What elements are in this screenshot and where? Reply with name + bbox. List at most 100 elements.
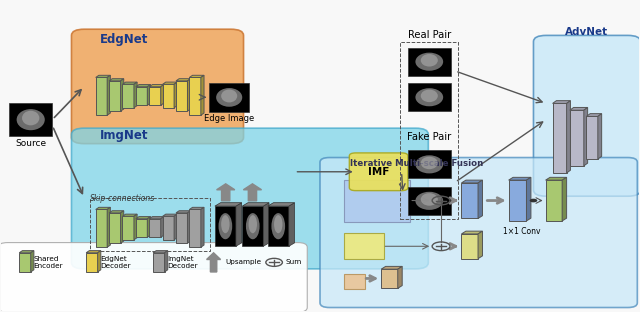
Polygon shape — [86, 251, 100, 253]
Polygon shape — [201, 207, 204, 247]
Polygon shape — [86, 253, 98, 272]
Polygon shape — [120, 79, 124, 111]
Ellipse shape — [420, 54, 438, 66]
Polygon shape — [566, 101, 570, 173]
FancyBboxPatch shape — [344, 274, 365, 289]
Ellipse shape — [271, 213, 285, 239]
Polygon shape — [478, 231, 483, 259]
Polygon shape — [176, 211, 191, 213]
Polygon shape — [461, 183, 478, 218]
Polygon shape — [188, 79, 191, 111]
Text: Skip-connections: Skip-connections — [90, 194, 155, 203]
Polygon shape — [161, 217, 164, 237]
Polygon shape — [122, 216, 134, 240]
Polygon shape — [109, 213, 120, 243]
Polygon shape — [174, 214, 177, 240]
Polygon shape — [381, 266, 402, 269]
Polygon shape — [19, 251, 34, 253]
FancyBboxPatch shape — [344, 179, 410, 222]
Polygon shape — [161, 85, 164, 105]
FancyBboxPatch shape — [209, 83, 249, 112]
Polygon shape — [461, 234, 478, 259]
Polygon shape — [397, 266, 402, 288]
FancyBboxPatch shape — [0, 243, 307, 312]
Polygon shape — [584, 107, 588, 166]
Ellipse shape — [420, 193, 438, 206]
FancyBboxPatch shape — [408, 150, 451, 178]
FancyBboxPatch shape — [9, 104, 52, 136]
Polygon shape — [570, 110, 584, 166]
Polygon shape — [174, 82, 177, 108]
Polygon shape — [134, 214, 137, 240]
Polygon shape — [149, 87, 161, 105]
Polygon shape — [176, 213, 188, 243]
FancyBboxPatch shape — [72, 29, 244, 144]
Text: EdgNet
Decoder: EdgNet Decoder — [100, 256, 131, 269]
FancyArrow shape — [216, 184, 235, 201]
FancyBboxPatch shape — [268, 206, 289, 246]
Polygon shape — [147, 85, 150, 105]
Polygon shape — [509, 177, 531, 180]
FancyBboxPatch shape — [534, 35, 640, 196]
Text: ImgNet: ImgNet — [100, 129, 148, 142]
Ellipse shape — [415, 155, 443, 173]
Polygon shape — [189, 75, 204, 77]
Text: Fake Pair: Fake Pair — [408, 132, 452, 142]
Text: AdvNet: AdvNet — [565, 27, 609, 37]
Polygon shape — [461, 231, 483, 234]
Polygon shape — [109, 211, 124, 213]
Polygon shape — [149, 217, 164, 219]
Polygon shape — [586, 114, 602, 116]
Polygon shape — [461, 180, 483, 183]
Ellipse shape — [22, 111, 40, 125]
Polygon shape — [134, 82, 137, 108]
FancyBboxPatch shape — [243, 206, 263, 246]
Text: IMF: IMF — [368, 167, 389, 177]
Polygon shape — [215, 203, 242, 206]
Polygon shape — [545, 177, 566, 180]
Polygon shape — [96, 209, 107, 247]
Ellipse shape — [17, 109, 45, 130]
Polygon shape — [96, 77, 107, 115]
Ellipse shape — [420, 90, 438, 102]
Polygon shape — [545, 180, 562, 221]
Polygon shape — [107, 207, 110, 247]
Polygon shape — [153, 251, 168, 253]
Polygon shape — [562, 177, 566, 221]
Text: Upsample: Upsample — [225, 259, 261, 266]
Polygon shape — [153, 253, 164, 272]
Circle shape — [530, 199, 538, 202]
FancyBboxPatch shape — [215, 206, 236, 246]
Text: Shared
Encoder: Shared Encoder — [33, 256, 63, 269]
FancyBboxPatch shape — [349, 153, 408, 191]
FancyBboxPatch shape — [320, 158, 637, 308]
Polygon shape — [189, 209, 201, 247]
Ellipse shape — [415, 192, 443, 210]
Polygon shape — [268, 203, 294, 206]
Polygon shape — [164, 251, 168, 272]
Polygon shape — [120, 211, 124, 243]
Polygon shape — [570, 107, 588, 110]
Polygon shape — [109, 81, 120, 111]
Polygon shape — [381, 269, 397, 288]
Text: Iterative Multi-scale Fusion: Iterative Multi-scale Fusion — [350, 159, 483, 168]
Text: Sum: Sum — [285, 259, 302, 266]
Polygon shape — [109, 79, 124, 81]
Polygon shape — [163, 82, 177, 84]
Polygon shape — [478, 180, 483, 218]
Polygon shape — [122, 84, 134, 108]
Ellipse shape — [221, 90, 237, 102]
Polygon shape — [176, 79, 191, 81]
Ellipse shape — [274, 215, 282, 233]
Polygon shape — [163, 214, 177, 216]
Polygon shape — [263, 203, 269, 246]
Polygon shape — [289, 203, 294, 246]
Polygon shape — [243, 203, 269, 206]
Polygon shape — [136, 87, 147, 105]
Polygon shape — [552, 104, 566, 173]
Ellipse shape — [415, 53, 443, 71]
Polygon shape — [163, 216, 174, 240]
Polygon shape — [586, 116, 598, 159]
Polygon shape — [509, 180, 527, 221]
Polygon shape — [96, 75, 110, 77]
